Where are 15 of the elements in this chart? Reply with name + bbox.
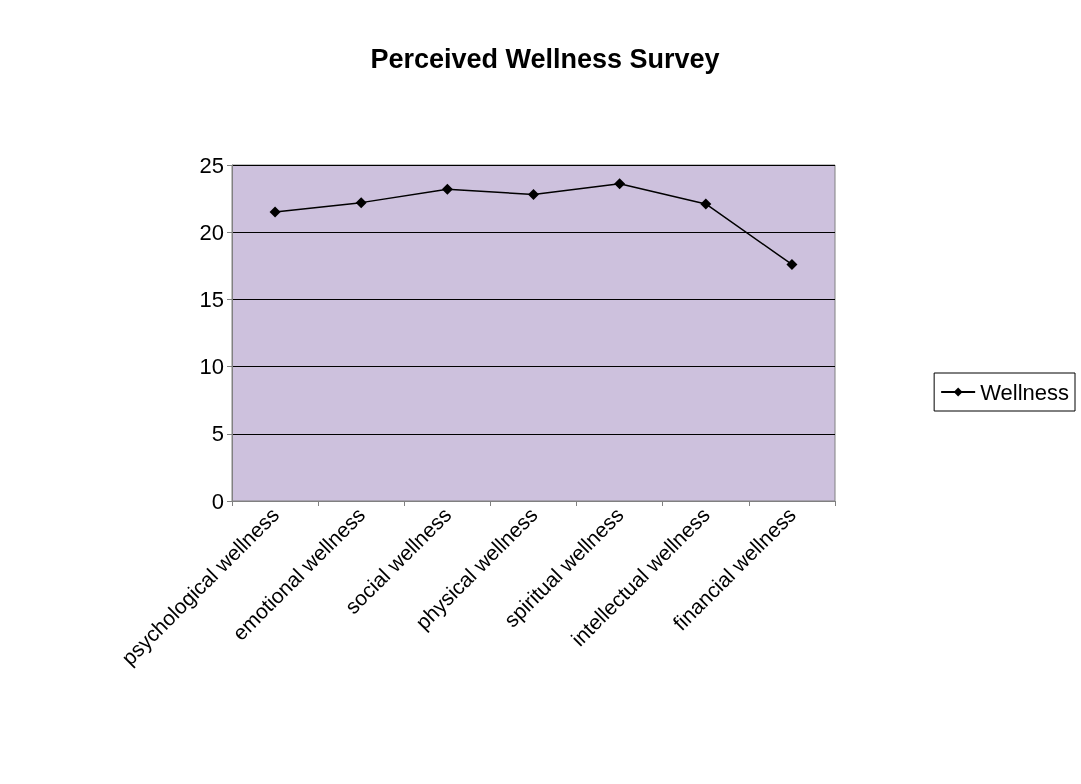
chart-title: Perceived Wellness Survey (370, 43, 720, 74)
point (700, 198, 712, 210)
y-tick-label: 20 (199, 219, 224, 245)
y-tick-label: 5 (211, 421, 224, 447)
point (269, 206, 281, 218)
point (441, 183, 453, 195)
y-tick-label: 0 (211, 488, 224, 514)
point (614, 178, 626, 190)
point (355, 197, 367, 209)
point (786, 258, 798, 270)
legend-label: Wellness (980, 379, 1070, 405)
y-tick-label: 15 (199, 286, 224, 312)
point (528, 189, 539, 201)
y-tick-label: 25 (199, 152, 224, 178)
y-tick-label: 10 (199, 354, 224, 380)
